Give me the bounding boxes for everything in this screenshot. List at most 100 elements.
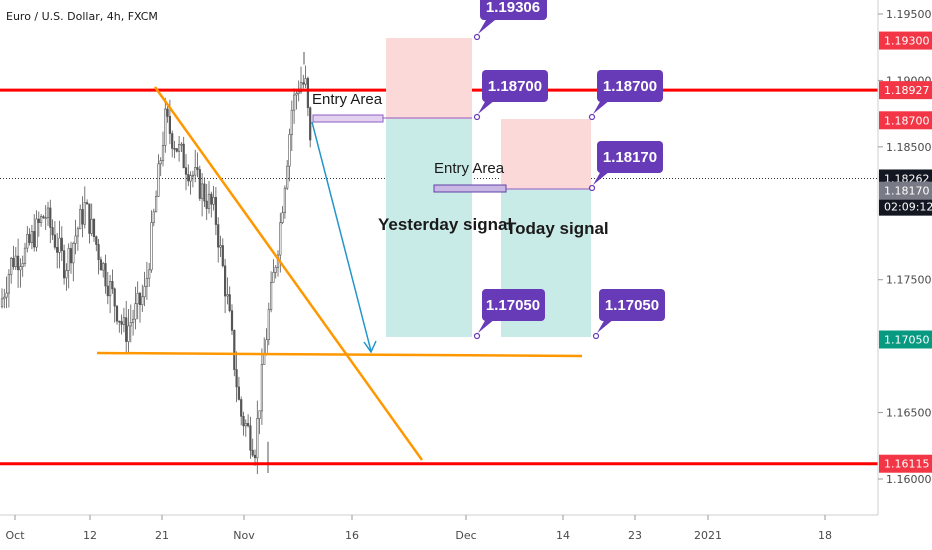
candle xyxy=(102,261,105,278)
candle xyxy=(164,97,167,153)
candle xyxy=(272,259,275,283)
candle xyxy=(7,269,10,308)
candle xyxy=(26,226,29,253)
price-tag-label: 1.17050 xyxy=(884,334,930,347)
time-tick-label: Dec xyxy=(455,529,476,542)
candle xyxy=(3,288,6,309)
candle xyxy=(92,218,96,242)
candle xyxy=(302,74,305,89)
candle xyxy=(46,201,50,226)
candle xyxy=(292,88,296,124)
yesterday-stop-zone[interactable] xyxy=(386,38,472,119)
candle xyxy=(148,262,151,287)
candle xyxy=(10,256,13,284)
candle xyxy=(267,302,270,346)
candle xyxy=(219,235,222,257)
candle xyxy=(104,254,107,294)
candle xyxy=(235,351,238,403)
entry-area-box-2[interactable] xyxy=(433,184,507,193)
candle xyxy=(83,186,86,229)
candle xyxy=(288,128,291,182)
price-tag-label: 1.18700 xyxy=(884,114,930,127)
time-tick-label: Nov xyxy=(233,529,255,542)
candle xyxy=(265,328,268,356)
candle xyxy=(141,284,144,312)
candle xyxy=(28,228,31,246)
candle xyxy=(53,221,56,250)
candle xyxy=(58,220,61,269)
time-tick-label: 14 xyxy=(556,529,570,542)
candle xyxy=(111,269,114,294)
callout-entry-yesterday[interactable]: 1.18700 xyxy=(473,70,549,121)
price-tag: 1.19300 xyxy=(879,31,932,50)
candle xyxy=(129,304,132,343)
horizontal-trend-line[interactable] xyxy=(96,351,583,358)
candle xyxy=(76,226,79,251)
candle xyxy=(113,287,116,323)
candle xyxy=(115,304,119,325)
price-tick-label: 1.18500 xyxy=(886,141,932,154)
svg-text:1.17050: 1.17050 xyxy=(486,297,540,314)
price-tag: 1.17050 xyxy=(879,330,932,349)
candle xyxy=(290,100,293,152)
price-tag: 1.16115 xyxy=(879,454,932,473)
price-tag-label: 1.18927 xyxy=(884,84,930,97)
candle xyxy=(251,438,254,458)
candle xyxy=(0,288,4,309)
candle xyxy=(173,140,176,159)
candle xyxy=(125,300,128,354)
candle xyxy=(95,235,98,252)
candle xyxy=(157,154,160,197)
candle xyxy=(247,414,250,428)
candle xyxy=(65,263,68,291)
candle xyxy=(240,396,243,426)
entry-area-box-1[interactable] xyxy=(312,114,384,123)
candle xyxy=(49,199,52,244)
svg-text:1.18700: 1.18700 xyxy=(603,78,657,95)
svg-text:1.18170: 1.18170 xyxy=(603,149,657,166)
yesterday-signal-label: Yesterday signal xyxy=(378,215,512,234)
price-tag-label: 1.16115 xyxy=(884,458,930,471)
candle xyxy=(244,419,247,437)
time-axis-ticks[interactable]: Oct 12 21 Nov 16 Dec 14 23 2021 18 xyxy=(5,515,832,542)
candle xyxy=(81,196,84,238)
candle xyxy=(127,309,130,355)
price-tags: 1.193001.189271.187001.1826202:09:121.18… xyxy=(879,31,932,473)
time-tick-label: Oct xyxy=(5,529,25,542)
descending-trend-line[interactable] xyxy=(153,86,424,461)
price-tag: 1.18927 xyxy=(879,81,932,100)
candle xyxy=(171,130,174,158)
candle xyxy=(72,241,75,282)
candle xyxy=(60,226,63,262)
candle xyxy=(182,136,185,169)
today-stop-zone[interactable] xyxy=(501,119,591,189)
candle xyxy=(120,314,123,335)
callout-target-yesterday[interactable]: 1.17050 xyxy=(473,289,546,340)
candle xyxy=(33,214,36,252)
price-tag: 02:09:12 xyxy=(879,197,932,216)
candle xyxy=(122,307,125,333)
candle xyxy=(62,244,66,285)
candle xyxy=(201,172,204,217)
candle xyxy=(283,185,287,219)
candle xyxy=(159,157,162,177)
candle xyxy=(134,286,137,330)
yesterday-target-zone[interactable] xyxy=(386,119,472,337)
callout-stop-yesterday[interactable]: 1.19306 xyxy=(473,0,548,41)
candle xyxy=(178,135,181,162)
candle xyxy=(138,291,142,323)
callout-target-today[interactable]: 1.17050 xyxy=(592,289,666,340)
projection-arrow[interactable] xyxy=(311,121,377,354)
candle xyxy=(214,186,218,236)
callout-entry-today[interactable]: 1.18170 xyxy=(588,141,664,192)
chart-title: Euro / U.S. Dollar, 4h, FXCM xyxy=(6,10,158,23)
svg-text:1.19306: 1.19306 xyxy=(486,0,540,16)
candle xyxy=(304,65,307,88)
candle xyxy=(74,219,77,255)
callout-stop-today[interactable]: 1.18700 xyxy=(588,70,664,121)
candle xyxy=(109,275,112,314)
candle xyxy=(306,76,310,117)
candle xyxy=(97,239,100,275)
